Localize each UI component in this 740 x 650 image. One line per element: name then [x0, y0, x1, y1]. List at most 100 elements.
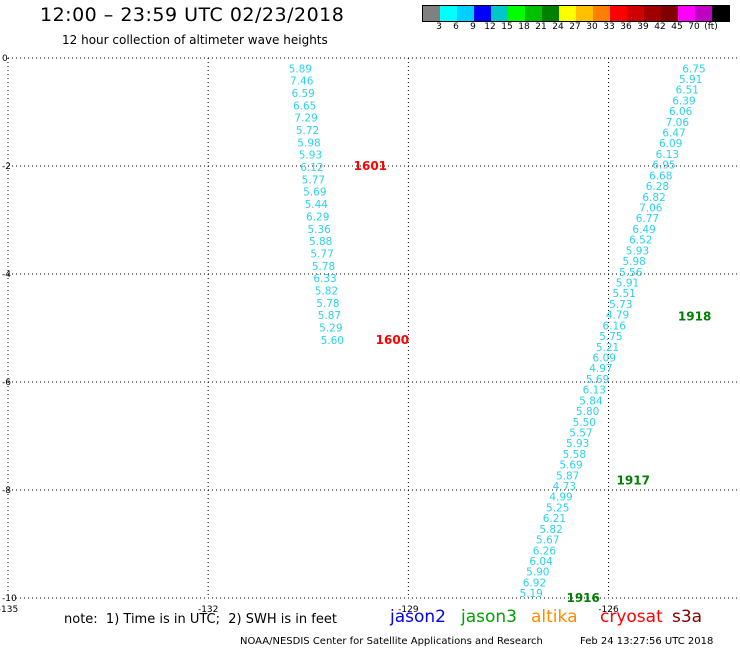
color-scale-label: 3	[436, 22, 442, 32]
mission-label-s3a: s3a	[672, 607, 703, 627]
color-swatch	[661, 6, 678, 21]
wave-height-label: 5.80	[576, 406, 599, 418]
mission-label-cryosat: cryosat	[600, 607, 663, 627]
x-tick-label: -132	[198, 605, 218, 615]
wave-height-label: 6.13	[583, 385, 606, 397]
wave-height-label: 5.87	[318, 310, 341, 322]
wave-height-label: 5.44	[305, 199, 329, 211]
y-tick-label: -6	[2, 378, 11, 388]
pass-number-label: 1916	[566, 591, 599, 605]
color-scale-bar	[422, 5, 730, 22]
wave-height-label: 6.39	[672, 95, 695, 107]
wave-height-label: 7.46	[290, 76, 314, 88]
wave-height-label: 5.93	[566, 438, 589, 450]
wave-height-label: 5.51	[612, 288, 635, 300]
wave-height-label: 7.06	[666, 117, 690, 129]
color-swatch	[610, 6, 627, 21]
wave-height-label: 6.29	[306, 211, 329, 223]
x-tick-label: -135	[0, 605, 18, 615]
wave-height-label: 4.73	[553, 481, 576, 493]
color-scale-label: 45	[671, 22, 683, 32]
wave-height-label: 6.16	[603, 320, 627, 332]
color-scale-label: 70	[688, 22, 700, 32]
wave-height-label: 5.67	[536, 535, 559, 547]
mission-label-jason3: jason3	[461, 607, 517, 627]
color-swatch	[508, 6, 525, 21]
color-swatch	[678, 6, 695, 21]
wave-height-label: 5.87	[556, 470, 579, 482]
wave-height-label: 6.04	[529, 556, 553, 568]
wave-height-label: 5.78	[312, 261, 335, 273]
x-tick-label: -126	[598, 605, 619, 615]
wave-height-label: 6.21	[543, 513, 566, 525]
wave-height-label: 6.52	[629, 235, 652, 247]
footer-timestamp: Feb 24 13:27:56 UTC 2018	[580, 636, 714, 647]
y-tick-label: -4	[2, 270, 11, 280]
wave-height-label: 6.47	[662, 128, 685, 140]
color-swatch	[423, 6, 440, 21]
color-scale-label: 6	[453, 22, 459, 32]
wave-height-label: 6.09	[593, 352, 616, 364]
color-swatch	[712, 6, 729, 21]
wave-height-label: 6.09	[659, 138, 682, 150]
wave-height-label: 5.98	[622, 256, 645, 268]
wave-height-label: 5.89	[289, 63, 312, 75]
color-swatch	[559, 6, 576, 21]
footer-credit: NOAA/NESDIS Center for Satellite Applica…	[240, 636, 543, 647]
wave-height-label: 4.99	[549, 492, 572, 504]
color-scale-label: 27	[569, 22, 581, 32]
wave-height-label: 5.72	[296, 125, 319, 137]
wave-height-label: 5.21	[596, 342, 619, 354]
wave-height-label: 6.33	[313, 273, 336, 285]
color-scale-label: 33	[603, 22, 615, 32]
color-scale-label: (ft)	[704, 22, 718, 32]
wave-height-label: 6.28	[646, 181, 669, 193]
mission-label-jason2: jason2	[390, 607, 446, 627]
wave-height-label: 6.26	[533, 545, 557, 557]
x-tick-label: -129	[398, 605, 419, 615]
wave-height-label: 5.91	[616, 277, 639, 289]
wave-height-label: 5.69	[303, 187, 326, 199]
wave-height-label: 5.82	[539, 524, 562, 536]
wave-height-label: 6.12	[300, 162, 323, 174]
color-scale-label: 30	[586, 22, 598, 32]
wave-height-label: 5.91	[679, 74, 702, 86]
wave-height-label: 5.90	[526, 567, 549, 579]
color-swatch	[440, 6, 457, 21]
wave-height-label: 5.69	[586, 374, 609, 386]
color-scale-label: 42	[654, 22, 666, 32]
wave-height-label: 6.75	[682, 63, 705, 75]
wave-height-label: 4.79	[606, 310, 629, 322]
wave-height-label: 5.60	[321, 335, 344, 347]
wave-height-label: 5.73	[609, 299, 632, 311]
pass-number-label: 1601	[354, 159, 387, 173]
wave-height-label: 5.82	[315, 285, 338, 297]
wave-height-label: 6.92	[523, 577, 546, 589]
pass-number-label: 1918	[678, 310, 711, 324]
wave-height-label: 5.75	[599, 331, 622, 343]
wave-height-label: 5.19	[519, 588, 542, 600]
color-scale-label: 21	[535, 22, 547, 32]
wave-height-label: 5.50	[573, 417, 596, 429]
wave-height-label: 6.95	[652, 160, 675, 172]
color-swatch	[474, 6, 491, 21]
wave-height-label: 5.84	[579, 395, 603, 407]
color-scale-label: 24	[552, 22, 564, 32]
wave-height-label: 5.93	[299, 150, 322, 162]
chart-subtitle: 12 hour collection of altimeter wave hei…	[62, 33, 328, 47]
wave-height-label: 5.25	[546, 502, 569, 514]
wave-height-label: 6.49	[632, 224, 655, 236]
mission-label-altika: altika	[531, 607, 578, 627]
y-tick-label: -8	[2, 486, 11, 496]
wave-height-label: 6.59	[291, 88, 314, 100]
wave-height-label: 6.51	[676, 85, 699, 97]
wave-height-label: 5.78	[316, 298, 339, 310]
wave-height-label: 5.77	[310, 248, 333, 260]
wave-height-label: 6.65	[293, 100, 316, 112]
wave-height-label: 6.13	[656, 149, 679, 161]
wave-height-label: 5.98	[297, 137, 320, 149]
wave-height-label: 5.56	[619, 267, 643, 279]
color-swatch	[457, 6, 474, 21]
wave-height-label: 7.29	[294, 113, 317, 125]
y-tick-label: -2	[2, 162, 11, 172]
